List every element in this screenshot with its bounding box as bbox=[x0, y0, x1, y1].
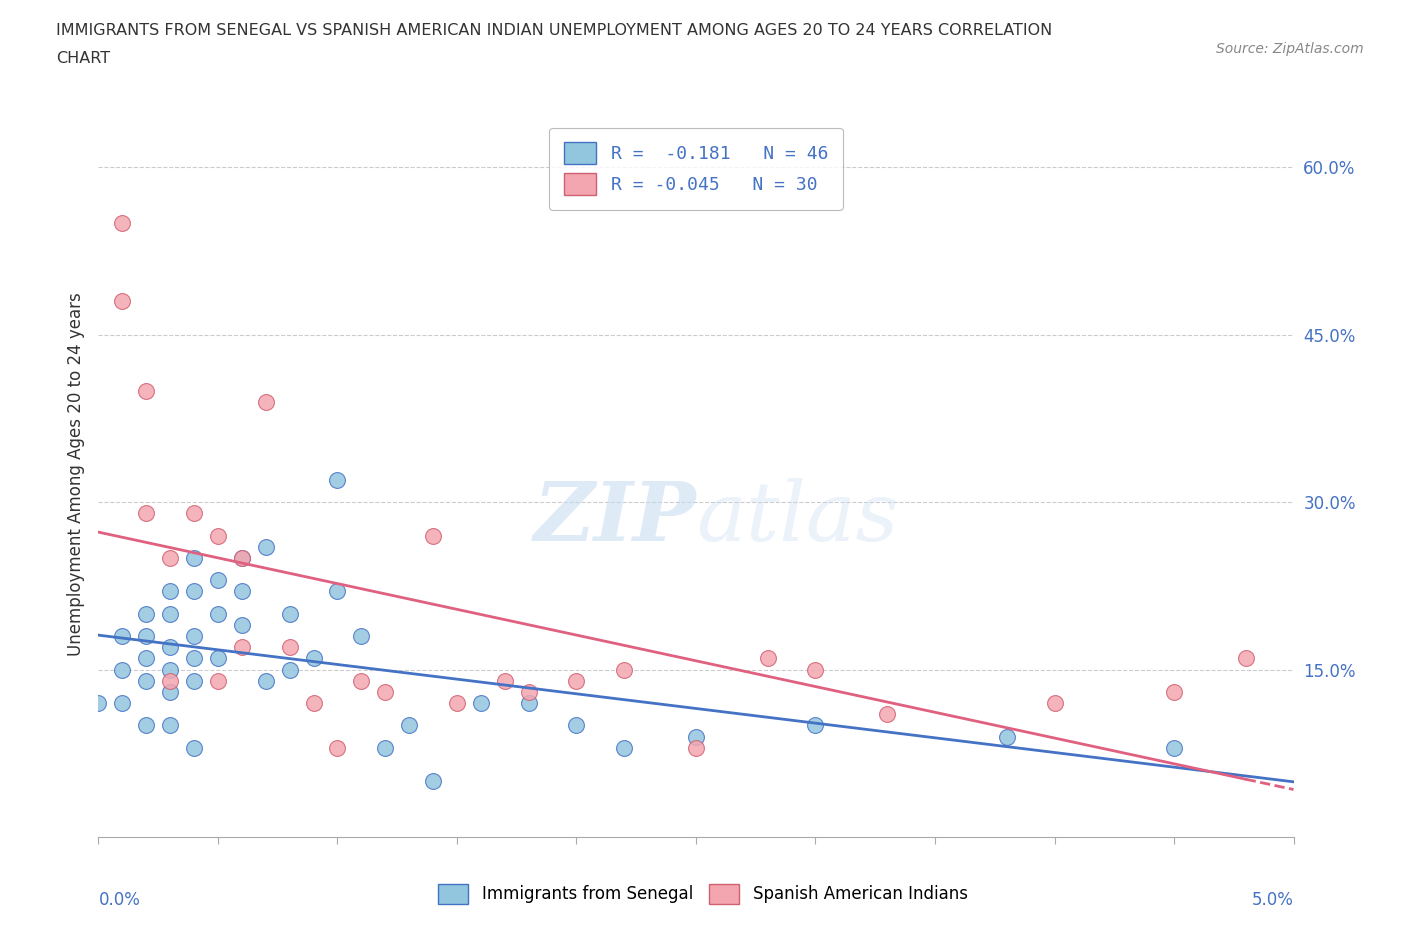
Point bbox=[494, 673, 516, 688]
Point bbox=[326, 472, 349, 487]
Point bbox=[159, 662, 181, 677]
Point bbox=[995, 729, 1018, 744]
Point bbox=[1163, 740, 1185, 755]
Point bbox=[207, 673, 229, 688]
Point bbox=[302, 696, 325, 711]
Point bbox=[350, 629, 373, 644]
Point bbox=[111, 629, 134, 644]
Point bbox=[159, 606, 181, 621]
Point bbox=[111, 696, 134, 711]
Point bbox=[159, 640, 181, 655]
Point bbox=[685, 740, 707, 755]
Point bbox=[135, 673, 157, 688]
Point bbox=[517, 684, 540, 699]
Point bbox=[231, 584, 253, 599]
Point bbox=[422, 774, 444, 789]
Point bbox=[350, 673, 373, 688]
Point bbox=[135, 629, 157, 644]
Point bbox=[756, 651, 779, 666]
Point bbox=[254, 673, 277, 688]
Point bbox=[183, 506, 205, 521]
Text: atlas: atlas bbox=[696, 478, 898, 558]
Point bbox=[159, 718, 181, 733]
Point bbox=[159, 551, 181, 565]
Point bbox=[302, 651, 325, 666]
Point bbox=[183, 551, 205, 565]
Point bbox=[135, 718, 157, 733]
Point bbox=[183, 584, 205, 599]
Point bbox=[278, 662, 301, 677]
Point bbox=[565, 718, 588, 733]
Text: CHART: CHART bbox=[56, 51, 110, 66]
Legend: Immigrants from Senegal, Spanish American Indians: Immigrants from Senegal, Spanish America… bbox=[430, 875, 976, 912]
Point bbox=[1234, 651, 1257, 666]
Point bbox=[183, 629, 205, 644]
Point bbox=[159, 673, 181, 688]
Point bbox=[111, 294, 134, 309]
Point bbox=[135, 506, 157, 521]
Point bbox=[685, 729, 707, 744]
Point bbox=[1043, 696, 1066, 711]
Point bbox=[231, 551, 253, 565]
Point bbox=[207, 606, 229, 621]
Text: IMMIGRANTS FROM SENEGAL VS SPANISH AMERICAN INDIAN UNEMPLOYMENT AMONG AGES 20 TO: IMMIGRANTS FROM SENEGAL VS SPANISH AMERI… bbox=[56, 23, 1053, 38]
Point bbox=[326, 584, 349, 599]
Y-axis label: Unemployment Among Ages 20 to 24 years: Unemployment Among Ages 20 to 24 years bbox=[66, 292, 84, 657]
Point bbox=[183, 673, 205, 688]
Point bbox=[278, 606, 301, 621]
Point bbox=[111, 216, 134, 231]
Point bbox=[470, 696, 492, 711]
Point bbox=[398, 718, 420, 733]
Point bbox=[231, 640, 253, 655]
Text: Source: ZipAtlas.com: Source: ZipAtlas.com bbox=[1216, 42, 1364, 56]
Point bbox=[135, 383, 157, 398]
Point bbox=[876, 707, 898, 722]
Text: 5.0%: 5.0% bbox=[1251, 891, 1294, 909]
Legend: R =  -0.181   N = 46, R = -0.045   N = 30: R = -0.181 N = 46, R = -0.045 N = 30 bbox=[550, 128, 842, 210]
Text: 0.0%: 0.0% bbox=[98, 891, 141, 909]
Point bbox=[207, 528, 229, 543]
Point bbox=[87, 696, 110, 711]
Point bbox=[804, 662, 827, 677]
Point bbox=[159, 584, 181, 599]
Point bbox=[517, 696, 540, 711]
Point bbox=[207, 573, 229, 588]
Text: ZIP: ZIP bbox=[533, 478, 696, 558]
Point bbox=[254, 539, 277, 554]
Point bbox=[613, 740, 636, 755]
Point bbox=[183, 651, 205, 666]
Point bbox=[1163, 684, 1185, 699]
Point bbox=[613, 662, 636, 677]
Point bbox=[231, 618, 253, 632]
Point bbox=[207, 651, 229, 666]
Point bbox=[231, 551, 253, 565]
Point bbox=[422, 528, 444, 543]
Point bbox=[446, 696, 468, 711]
Point bbox=[111, 662, 134, 677]
Point bbox=[565, 673, 588, 688]
Point bbox=[278, 640, 301, 655]
Point bbox=[183, 740, 205, 755]
Point bbox=[326, 740, 349, 755]
Point bbox=[254, 394, 277, 409]
Point bbox=[374, 684, 396, 699]
Point bbox=[804, 718, 827, 733]
Point bbox=[135, 651, 157, 666]
Point bbox=[374, 740, 396, 755]
Point bbox=[159, 684, 181, 699]
Point bbox=[135, 606, 157, 621]
